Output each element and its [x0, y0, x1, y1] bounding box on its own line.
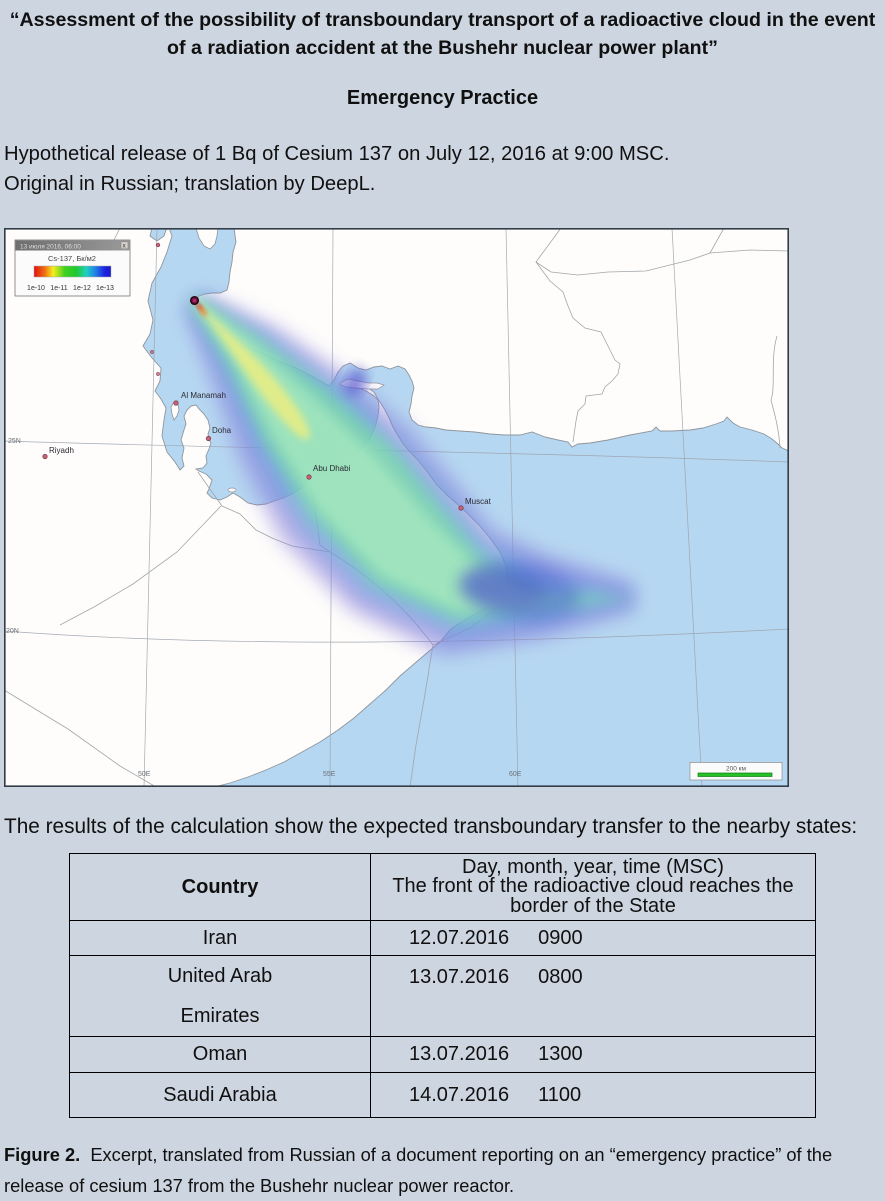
- svg-text:200 км: 200 км: [726, 766, 746, 773]
- svg-text:Riyadh: Riyadh: [49, 446, 74, 455]
- svg-text:13 июля 2016, 06:00: 13 июля 2016, 06:00: [20, 244, 81, 251]
- svg-text:60E: 60E: [509, 771, 522, 778]
- svg-text:1e-11: 1e-11: [50, 285, 67, 292]
- svg-text:25N: 25N: [8, 438, 21, 445]
- svg-text:Al Manamah: Al Manamah: [181, 391, 226, 400]
- svg-text:1e-10: 1e-10: [27, 285, 45, 292]
- svg-text:50E: 50E: [138, 771, 151, 778]
- svg-text:Muscat: Muscat: [465, 497, 492, 506]
- svg-text:x: x: [123, 244, 126, 250]
- svg-text:1e-12: 1e-12: [73, 285, 91, 292]
- svg-text:1e-13: 1e-13: [96, 285, 114, 292]
- svg-text:55E: 55E: [323, 771, 336, 778]
- svg-text:Cs-137, Бк/м2: Cs-137, Бк/м2: [48, 254, 96, 263]
- svg-text:Doha: Doha: [212, 426, 232, 435]
- svg-text:20N: 20N: [6, 628, 19, 635]
- svg-text:Abu Dhabi: Abu Dhabi: [313, 464, 351, 473]
